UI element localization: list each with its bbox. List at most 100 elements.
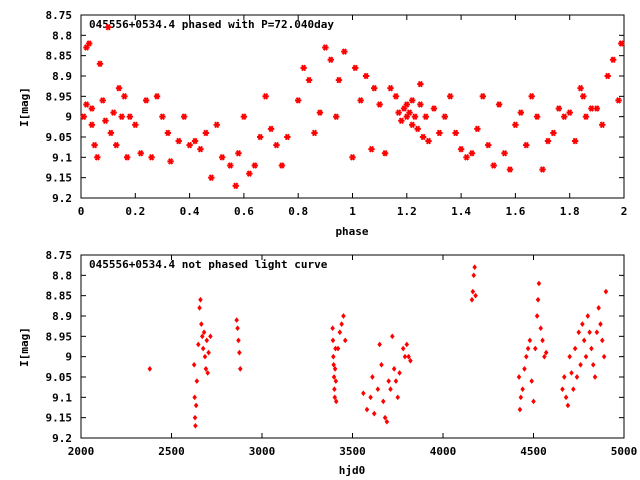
- phased-data-point: [167, 158, 174, 165]
- phased-data-point: [99, 97, 106, 104]
- unphased-data-point: [601, 353, 607, 360]
- unphased-data-point: [375, 386, 381, 393]
- phased-data-point: [555, 105, 563, 112]
- phased-data-point: [376, 101, 383, 108]
- unphased-data-point: [147, 366, 153, 372]
- phased-x-tick-label: 1: [349, 205, 356, 218]
- phased-data-point: [381, 149, 389, 157]
- phased-x-tick-label: 1.2: [397, 205, 417, 218]
- phased-data-point: [512, 121, 519, 129]
- unphased-y-tick-label: 8.75: [46, 249, 73, 262]
- unphased-data-point: [472, 264, 477, 271]
- phased-data-point: [528, 93, 535, 100]
- phased-data-point: [406, 109, 413, 116]
- unphased-x-tick-label: 3500: [339, 445, 366, 458]
- unphased-plot-title: 045556+0534.4 not phased light curve: [89, 258, 328, 271]
- phased-data-point: [550, 129, 557, 137]
- unphased-data-point: [571, 386, 576, 393]
- unphased-data-point: [331, 374, 337, 380]
- unphased-y-tick-label: 9.15: [46, 412, 73, 425]
- unphased-y-tick-label: 8.8: [52, 269, 72, 282]
- phased-x-tick-label: 0.2: [125, 205, 145, 218]
- phased-data-point: [430, 105, 438, 112]
- unphased-data-point: [400, 345, 406, 352]
- phased-data-point: [501, 149, 508, 157]
- phased-data-point: [102, 117, 109, 125]
- phased-data-point: [474, 125, 481, 133]
- unphased-data-point: [596, 305, 601, 311]
- phased-data-point: [311, 129, 318, 137]
- phased-y-tick-label: 9: [65, 111, 72, 124]
- phased-data-point: [368, 145, 375, 153]
- unphased-data-point: [569, 370, 574, 376]
- phased-plot-title: 045556+0534.4 phased with P=72.040day: [89, 18, 334, 31]
- phased-data-point: [436, 129, 443, 137]
- phased-data-point: [232, 182, 239, 190]
- phased-data-point: [580, 93, 587, 100]
- phased-x-tick-label: 1.6: [505, 205, 525, 218]
- unphased-data-point: [592, 374, 598, 380]
- phased-data-point: [126, 113, 134, 120]
- unphased-data-point: [527, 337, 533, 344]
- phased-data-point: [441, 113, 449, 120]
- phased-data-point: [588, 105, 595, 112]
- unphased-data-point: [377, 341, 382, 348]
- unphased-data-point: [333, 398, 339, 405]
- phased-data-point: [132, 121, 139, 129]
- unphased-data-point: [198, 296, 203, 303]
- phased-data-point: [452, 129, 459, 137]
- unphased-data-point: [371, 410, 377, 417]
- phased-data-point: [218, 154, 226, 161]
- unphased-data-point: [534, 313, 540, 319]
- unphased-data-point: [237, 349, 242, 356]
- unphased-data-point: [585, 313, 591, 319]
- phased-x-tick-label: 2: [621, 205, 628, 218]
- phased-data-point: [85, 40, 93, 47]
- phased-data-point: [490, 162, 497, 169]
- phased-y-tick-label: 8.85: [46, 50, 73, 63]
- unphased-y-tick-label: 8.9: [52, 310, 72, 323]
- unphased-data-point: [203, 366, 209, 372]
- phased-data-point: [352, 64, 359, 72]
- phased-data-point: [333, 113, 340, 120]
- unphased-data-point: [600, 337, 605, 344]
- phased-data-point: [523, 141, 530, 149]
- unphased-panel: 045556+0534.4 not phased light curve hjd…: [18, 249, 637, 477]
- unphased-data-point: [332, 394, 338, 401]
- phased-data-point: [142, 97, 150, 104]
- unphased-data-point: [402, 353, 408, 360]
- phased-data-point: [235, 149, 242, 157]
- phased-data-point: [409, 121, 416, 129]
- unphased-data-point: [191, 361, 197, 368]
- phased-data-point: [284, 133, 291, 141]
- phased-data-point: [118, 113, 125, 120]
- unphased-data-point: [386, 378, 391, 384]
- phased-data-point: [387, 84, 394, 92]
- unphased-data-point: [206, 349, 211, 356]
- unphased-data-point: [581, 337, 587, 344]
- unphased-data-point: [594, 329, 600, 336]
- unphased-data-point: [471, 272, 477, 279]
- phased-data-point: [495, 101, 503, 108]
- phased-data-point: [403, 101, 410, 108]
- phased-data-point: [419, 133, 427, 141]
- phased-y-tick-label: 8.8: [52, 29, 72, 42]
- phased-data-point: [251, 162, 258, 169]
- unphased-data-point: [567, 353, 572, 360]
- phased-data-point: [571, 137, 579, 145]
- unphased-x-axis-label: hjd0: [339, 464, 366, 477]
- unphased-data-point: [234, 317, 239, 323]
- unphased-data-point: [193, 402, 199, 409]
- unphased-data-point: [533, 345, 538, 352]
- phased-data-point: [463, 154, 470, 161]
- unphased-data-point: [531, 398, 536, 405]
- phased-data-point: [267, 125, 275, 133]
- phased-data-point: [566, 109, 573, 116]
- unphased-data-point: [200, 345, 206, 352]
- phased-x-tick-label: 0.4: [180, 205, 200, 218]
- unphased-x-tick-label: 5000: [611, 445, 638, 458]
- phased-data-point: [295, 97, 302, 104]
- phased-data-point: [137, 149, 144, 157]
- unphased-data-point: [578, 361, 583, 368]
- unphased-data-point: [390, 333, 395, 340]
